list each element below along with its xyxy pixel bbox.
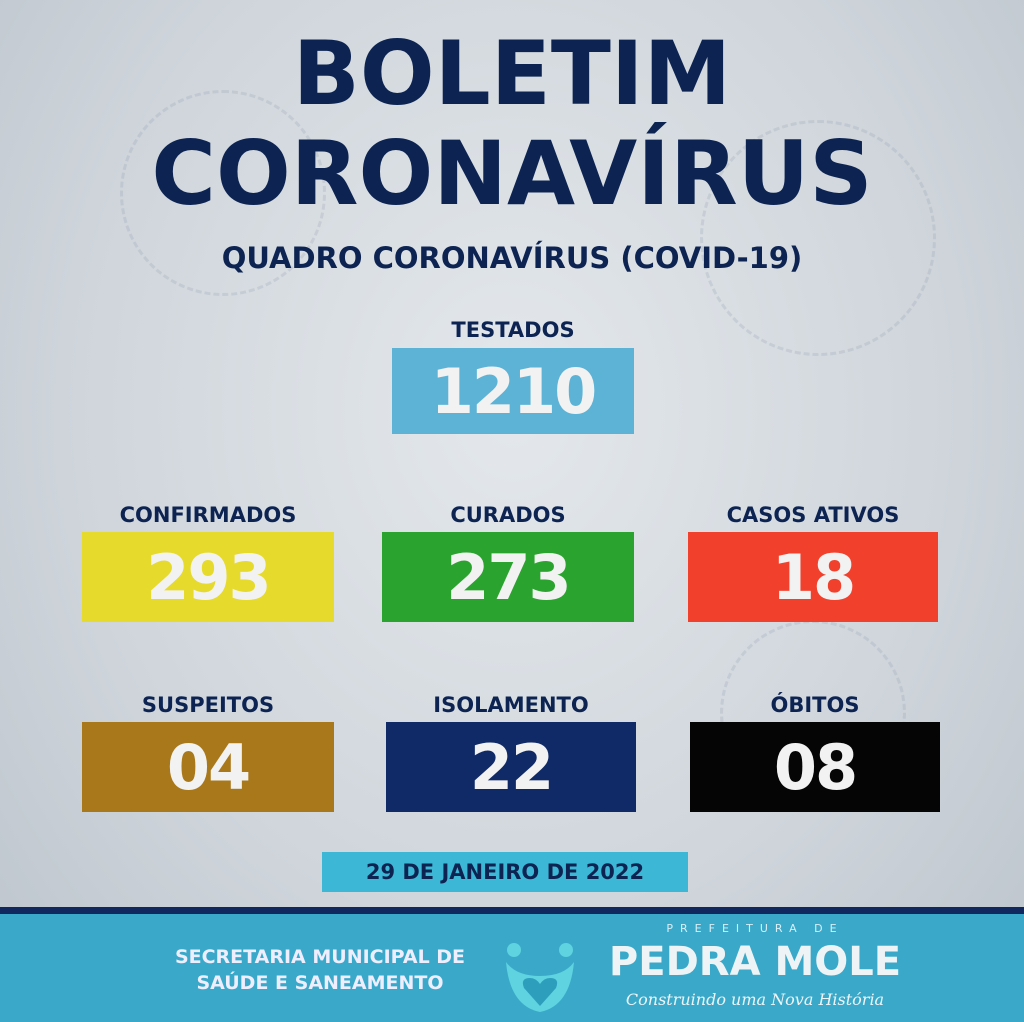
confirmados-value: 293 [82, 532, 334, 622]
curados-value: 273 [382, 532, 634, 622]
suspeitos-label: SUSPEITOS [141, 693, 275, 717]
title-line1: BOLETIM [292, 22, 732, 125]
footer-divider [0, 907, 1024, 914]
ativos-label: CASOS ATIVOS [726, 503, 900, 527]
title-line2: CORONAVÍRUS [151, 122, 873, 225]
suspeitos-value: 04 [82, 722, 334, 812]
date-badge: 29 DE JANEIRO DE 2022 [322, 852, 688, 892]
testados-value: 1210 [392, 348, 634, 434]
isolamento-label: ISOLAMENTO [433, 693, 589, 717]
secretaria-text: SECRETARIA MUNICIPAL DE SAÚDE E SANEAMEN… [150, 944, 490, 996]
confirmados-label: CONFIRMADOS [119, 503, 297, 527]
logo-name: PEDRA MOLE [608, 939, 902, 985]
ativos-value: 18 [688, 532, 938, 622]
logo-top-text: PREFEITURA DE [666, 922, 844, 935]
obitos-value: 08 [690, 722, 940, 812]
obitos-label: ÓBITOS [770, 693, 860, 717]
logo-slogan: Construindo uma Nova História [625, 990, 885, 1009]
secretaria-line1: SECRETARIA MUNICIPAL DE [174, 946, 466, 968]
heart-people-logo-icon [506, 943, 574, 1012]
testados-label: TESTADOS [451, 318, 575, 342]
subtitle: QUADRO CORONAVÍRUS (COVID-19) [221, 241, 803, 275]
secretaria-line2: SAÚDE E SANEAMENTO [196, 972, 444, 994]
virus-decoration [700, 120, 936, 356]
footer: SECRETARIA MUNICIPAL DE SAÚDE E SANEAMEN… [0, 914, 1024, 1022]
isolamento-value: 22 [386, 722, 636, 812]
virus-decoration [120, 90, 326, 296]
curados-label: CURADOS [450, 503, 566, 527]
